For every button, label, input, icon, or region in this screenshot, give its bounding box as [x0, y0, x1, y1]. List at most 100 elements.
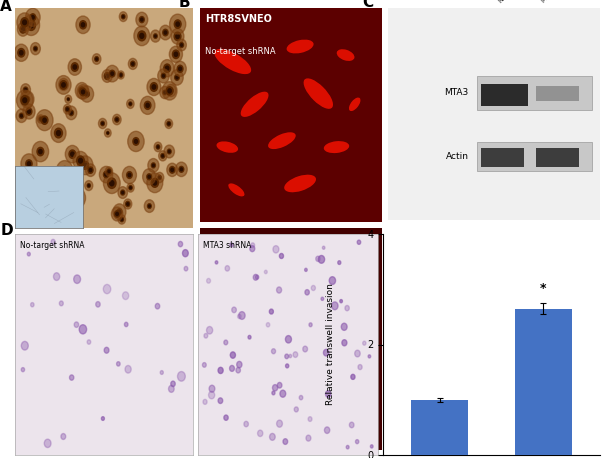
- Circle shape: [120, 217, 124, 222]
- Circle shape: [357, 240, 361, 245]
- Circle shape: [299, 395, 303, 400]
- Circle shape: [95, 57, 98, 61]
- Circle shape: [168, 89, 172, 93]
- Circle shape: [65, 95, 72, 104]
- Circle shape: [175, 75, 179, 80]
- Circle shape: [141, 18, 143, 21]
- Circle shape: [82, 161, 89, 169]
- Circle shape: [21, 341, 28, 350]
- Circle shape: [74, 322, 79, 327]
- Circle shape: [157, 146, 159, 148]
- Circle shape: [209, 385, 215, 392]
- Circle shape: [32, 142, 49, 162]
- Circle shape: [15, 180, 27, 196]
- Circle shape: [66, 212, 69, 216]
- Circle shape: [169, 150, 170, 153]
- Text: No-target shRNA: No-target shRNA: [498, 0, 544, 4]
- Circle shape: [31, 303, 34, 307]
- Circle shape: [148, 158, 159, 172]
- Circle shape: [76, 16, 90, 33]
- Circle shape: [251, 243, 255, 247]
- Circle shape: [107, 169, 111, 174]
- Circle shape: [44, 439, 51, 447]
- Circle shape: [54, 273, 60, 280]
- Circle shape: [164, 145, 175, 158]
- Circle shape: [280, 253, 283, 258]
- Circle shape: [323, 246, 325, 249]
- Circle shape: [171, 28, 184, 44]
- Circle shape: [176, 162, 187, 177]
- Text: MTA3 shRNA: MTA3 shRNA: [204, 240, 252, 250]
- Ellipse shape: [214, 49, 251, 74]
- Circle shape: [56, 76, 71, 94]
- Circle shape: [230, 243, 233, 247]
- Circle shape: [154, 142, 162, 152]
- Circle shape: [179, 166, 184, 172]
- Circle shape: [31, 16, 34, 19]
- Circle shape: [31, 43, 40, 55]
- Circle shape: [43, 185, 50, 193]
- Circle shape: [128, 173, 131, 177]
- Bar: [477, 142, 591, 171]
- Circle shape: [26, 160, 32, 168]
- Circle shape: [169, 385, 174, 393]
- Circle shape: [57, 203, 60, 208]
- Circle shape: [34, 48, 36, 50]
- Circle shape: [23, 98, 27, 103]
- Circle shape: [104, 129, 111, 137]
- Circle shape: [130, 103, 131, 105]
- Circle shape: [43, 118, 47, 122]
- Circle shape: [305, 289, 309, 295]
- Circle shape: [76, 82, 88, 99]
- Circle shape: [147, 173, 163, 193]
- Circle shape: [61, 434, 66, 440]
- Circle shape: [21, 27, 24, 31]
- Circle shape: [356, 440, 359, 444]
- Circle shape: [230, 365, 234, 371]
- Circle shape: [171, 381, 175, 387]
- Circle shape: [110, 180, 114, 186]
- Circle shape: [342, 340, 347, 346]
- Circle shape: [165, 66, 169, 71]
- Circle shape: [24, 87, 28, 93]
- Circle shape: [57, 131, 60, 136]
- Circle shape: [92, 54, 101, 64]
- Circle shape: [294, 407, 298, 412]
- Circle shape: [26, 98, 28, 101]
- Circle shape: [34, 179, 37, 183]
- Circle shape: [73, 152, 88, 170]
- Circle shape: [285, 354, 289, 359]
- Circle shape: [150, 30, 160, 42]
- Circle shape: [370, 445, 373, 448]
- Circle shape: [132, 63, 134, 65]
- Circle shape: [84, 164, 87, 167]
- Circle shape: [63, 83, 65, 86]
- Circle shape: [36, 110, 53, 131]
- Circle shape: [269, 309, 274, 314]
- Text: A: A: [0, 0, 11, 14]
- Circle shape: [250, 245, 255, 251]
- Circle shape: [123, 292, 129, 300]
- Circle shape: [18, 22, 28, 36]
- Circle shape: [79, 87, 85, 94]
- Circle shape: [163, 90, 167, 95]
- Circle shape: [178, 241, 182, 247]
- Circle shape: [318, 256, 324, 263]
- Ellipse shape: [268, 132, 296, 149]
- Ellipse shape: [220, 364, 252, 381]
- Circle shape: [108, 178, 116, 188]
- Circle shape: [155, 172, 164, 183]
- Circle shape: [349, 422, 354, 428]
- Circle shape: [162, 82, 177, 100]
- Circle shape: [329, 277, 336, 284]
- Text: Actin: Actin: [446, 152, 469, 161]
- Circle shape: [148, 175, 150, 178]
- Circle shape: [21, 91, 34, 108]
- Circle shape: [20, 186, 23, 190]
- Circle shape: [67, 98, 69, 101]
- Circle shape: [106, 65, 119, 82]
- Bar: [536, 87, 579, 101]
- Circle shape: [88, 185, 89, 186]
- Circle shape: [116, 118, 118, 121]
- Circle shape: [27, 20, 36, 31]
